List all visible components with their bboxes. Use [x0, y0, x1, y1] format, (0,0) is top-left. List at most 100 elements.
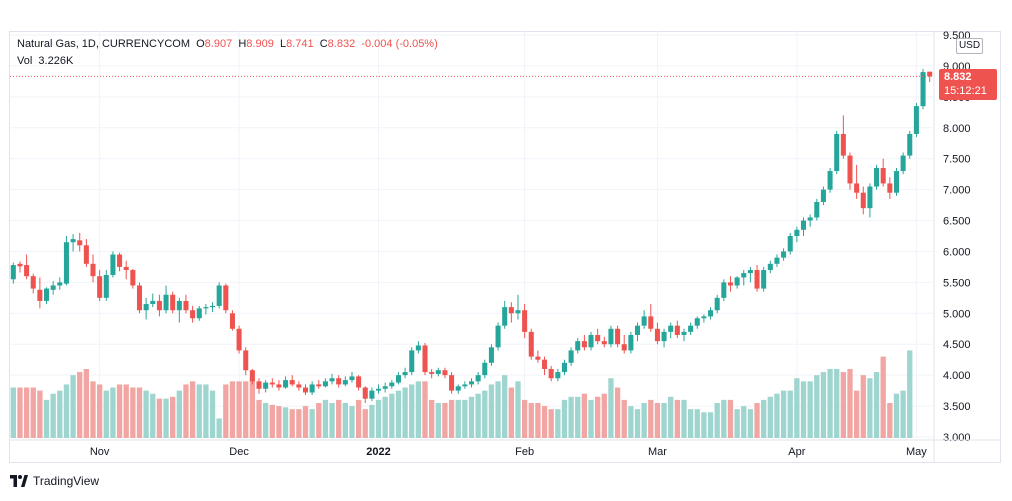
- candle-body[interactable]: [561, 362, 567, 373]
- candle-body[interactable]: [150, 300, 156, 305]
- candle-body[interactable]: [196, 308, 202, 319]
- candle-body[interactable]: [256, 381, 262, 389]
- candle-body[interactable]: [488, 347, 494, 363]
- candle-body[interactable]: [422, 345, 428, 373]
- candle-body[interactable]: [362, 387, 368, 399]
- candle-body[interactable]: [661, 331, 667, 342]
- candle-body[interactable]: [920, 72, 926, 107]
- candle-body[interactable]: [123, 266, 129, 271]
- candle-body[interactable]: [302, 387, 309, 393]
- candle-body[interactable]: [867, 186, 873, 209]
- candle-body[interactable]: [276, 384, 282, 388]
- candle-body[interactable]: [674, 325, 680, 335]
- candle-body[interactable]: [568, 350, 574, 363]
- candle-body[interactable]: [508, 307, 514, 314]
- candle-body[interactable]: [893, 171, 900, 193]
- candle-body[interactable]: [581, 341, 587, 348]
- candle-body[interactable]: [50, 285, 56, 290]
- candle-body[interactable]: [787, 236, 793, 252]
- candle-body[interactable]: [522, 310, 528, 332]
- candle-body[interactable]: [688, 325, 694, 332]
- candle-body[interactable]: [827, 171, 833, 190]
- candle-body[interactable]: [807, 217, 813, 221]
- candle-body[interactable]: [621, 344, 627, 351]
- candle-body[interactable]: [734, 277, 740, 286]
- candle-body[interactable]: [747, 270, 753, 274]
- candle-body[interactable]: [17, 263, 23, 267]
- candle-body[interactable]: [289, 380, 295, 385]
- candle-body[interactable]: [329, 378, 335, 382]
- candle-body[interactable]: [389, 382, 395, 387]
- symbol-info[interactable]: Natural Gas, 1D, CURRENCYCOM: [17, 38, 190, 50]
- candle-body[interactable]: [24, 265, 30, 277]
- candle-body[interactable]: [874, 167, 880, 187]
- currency-badge[interactable]: USD: [956, 38, 983, 54]
- candle-body[interactable]: [927, 71, 933, 77]
- candle-body[interactable]: [814, 201, 820, 218]
- candle-body[interactable]: [409, 350, 415, 373]
- candle-body[interactable]: [468, 381, 475, 385]
- candle-body[interactable]: [269, 382, 275, 385]
- candle-body[interactable]: [727, 282, 733, 286]
- candle-body[interactable]: [794, 229, 800, 236]
- candle-body[interactable]: [97, 276, 103, 298]
- candle-body[interactable]: [203, 307, 209, 309]
- candle-body[interactable]: [183, 300, 189, 311]
- candle-body[interactable]: [502, 307, 508, 326]
- candle-body[interactable]: [555, 372, 561, 379]
- candle-body[interactable]: [117, 254, 123, 267]
- candle-body[interactable]: [190, 310, 196, 319]
- candle-body[interactable]: [900, 155, 906, 172]
- candle-body[interactable]: [761, 270, 767, 289]
- candle-body[interactable]: [57, 282, 63, 286]
- candle-body[interactable]: [820, 189, 826, 202]
- candle-body[interactable]: [223, 285, 229, 311]
- candle-body[interactable]: [283, 380, 289, 388]
- chart-frame[interactable]: [9, 31, 1001, 463]
- candle-body[interactable]: [634, 325, 641, 335]
- candle-body[interactable]: [615, 328, 621, 345]
- candle-body[interactable]: [535, 356, 541, 360]
- candle-body[interactable]: [170, 294, 176, 311]
- candle-body[interactable]: [442, 370, 448, 376]
- candle-body[interactable]: [402, 372, 408, 376]
- candle-body[interactable]: [415, 345, 421, 351]
- candle-body[interactable]: [90, 263, 96, 277]
- candle-body[interactable]: [210, 305, 216, 308]
- candle-body[interactable]: [229, 313, 235, 329]
- candle-body[interactable]: [10, 265, 16, 280]
- candle-body[interactable]: [30, 276, 36, 289]
- candle-body[interactable]: [322, 381, 328, 387]
- candle-body[interactable]: [754, 270, 760, 289]
- candle-body[interactable]: [236, 328, 242, 351]
- candle-body[interactable]: [130, 270, 136, 286]
- candle-body[interactable]: [721, 282, 727, 298]
- candle-body[interactable]: [382, 386, 388, 389]
- candle-body[interactable]: [601, 341, 607, 345]
- candle-body[interactable]: [654, 328, 660, 342]
- candle-body[interactable]: [376, 388, 382, 391]
- candle-body[interactable]: [143, 304, 149, 311]
- candle-body[interactable]: [913, 106, 919, 134]
- candle-body[interactable]: [860, 192, 866, 209]
- candle-body[interactable]: [528, 331, 534, 357]
- candle-body[interactable]: [575, 341, 581, 351]
- candle-body[interactable]: [336, 378, 342, 385]
- candle-body[interactable]: [83, 245, 89, 264]
- candle-body[interactable]: [694, 318, 700, 326]
- candle-body[interactable]: [136, 285, 143, 311]
- candle-body[interactable]: [462, 384, 468, 387]
- candle-body[interactable]: [435, 370, 441, 374]
- candle-body[interactable]: [648, 316, 654, 329]
- candle-body[interactable]: [309, 384, 315, 393]
- candle-body[interactable]: [356, 376, 362, 388]
- candle-body[interactable]: [243, 350, 249, 371]
- candle-body[interactable]: [701, 316, 707, 319]
- candle-body[interactable]: [767, 263, 773, 271]
- candle-body[interactable]: [369, 390, 375, 399]
- candle-body[interactable]: [296, 384, 302, 388]
- candle-body[interactable]: [887, 183, 893, 193]
- candle-body[interactable]: [595, 334, 601, 342]
- candle-body[interactable]: [349, 376, 355, 381]
